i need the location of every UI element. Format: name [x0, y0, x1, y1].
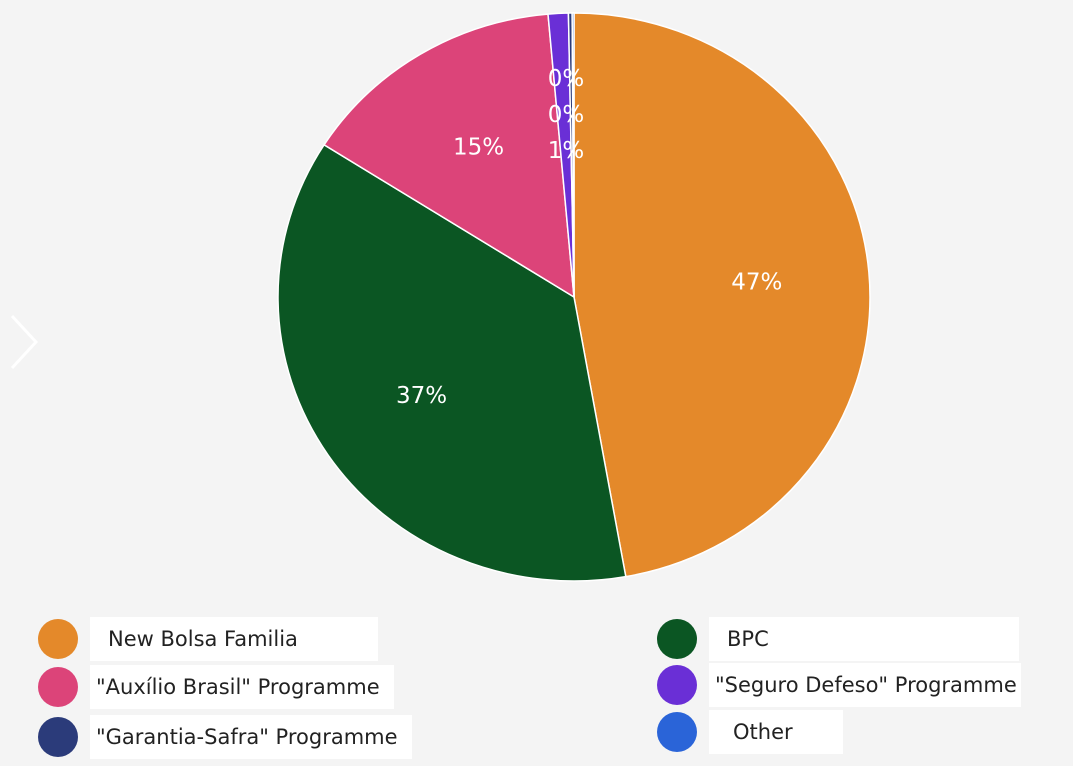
legend-item-seguro-defeso[interactable]: "Seguro Defeso" Programme — [657, 663, 1021, 707]
slice-data-label-4: 0% — [548, 102, 585, 128]
legend-label: "Seguro Defeso" Programme — [709, 663, 1021, 707]
pie-slice-1[interactable] — [277, 143, 627, 582]
legend-swatch — [657, 665, 697, 705]
slice-data-label-0: 47% — [731, 270, 782, 296]
legend-item-auxilio-brasil[interactable]: "Auxílio Brasil" Programme — [38, 665, 394, 709]
legend-swatch — [38, 619, 78, 659]
pie-slice-0[interactable] — [573, 12, 871, 578]
legend-swatch — [657, 712, 697, 752]
slice-data-label-5: 0% — [548, 66, 585, 92]
pie-slice-2[interactable] — [323, 13, 575, 299]
slice-data-label-1: 37% — [396, 383, 447, 409]
legend-item-garantia-safra[interactable]: "Garantia-Safra" Programme — [38, 715, 412, 759]
slice-data-label-3: 1% — [548, 138, 585, 164]
legend-label: "Auxílio Brasil" Programme — [90, 665, 394, 709]
chevron-right-icon[interactable] — [8, 312, 40, 372]
legend-label: "Garantia-Safra" Programme — [90, 715, 412, 759]
legend-swatch — [38, 717, 78, 757]
legend-item-new-bolsa-familia[interactable]: New Bolsa Familia — [38, 617, 378, 661]
legend-label: New Bolsa Familia — [90, 617, 378, 661]
legend-swatch — [657, 619, 697, 659]
slice-data-label-2: 15% — [453, 135, 504, 161]
legend-item-bpc[interactable]: BPC — [657, 617, 1019, 661]
legend-swatch — [38, 667, 78, 707]
pie-slice-5[interactable] — [571, 12, 575, 298]
legend-item-other[interactable]: Other — [657, 710, 843, 754]
legend-label: BPC — [709, 617, 1019, 661]
legend-label: Other — [709, 710, 843, 754]
pie-chart: 47% 37% 15% 1% 0% 0% — [277, 12, 871, 582]
